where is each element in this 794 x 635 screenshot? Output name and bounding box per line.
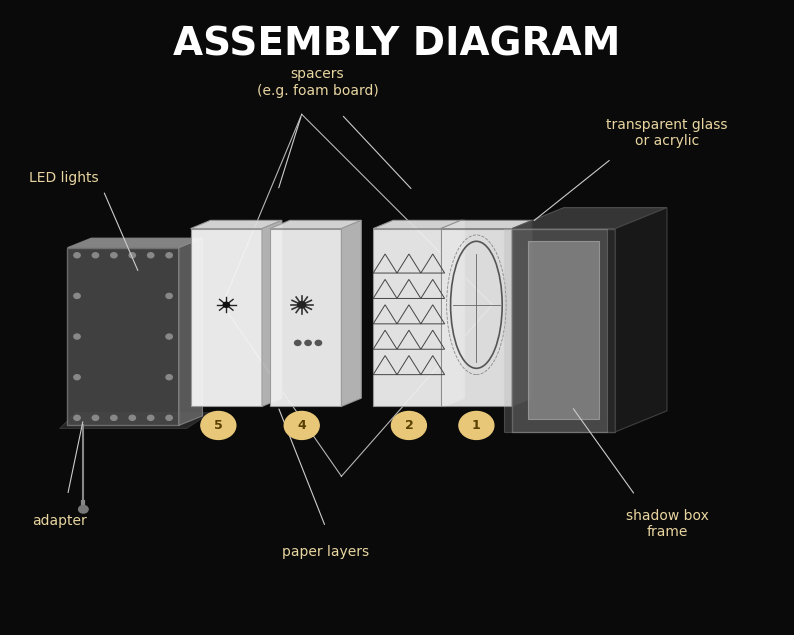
Circle shape [129,415,136,420]
Circle shape [223,302,229,307]
Circle shape [305,340,311,345]
Text: spacers
(e.g. foam board): spacers (e.g. foam board) [256,67,379,98]
Circle shape [92,415,98,420]
Text: ASSEMBLY DIAGRAM: ASSEMBLY DIAGRAM [173,25,621,64]
Circle shape [148,253,154,258]
Text: 5: 5 [214,419,223,432]
Circle shape [74,253,80,258]
Polygon shape [67,248,179,425]
Polygon shape [191,229,262,406]
Polygon shape [441,220,532,229]
Circle shape [74,415,80,420]
Circle shape [166,375,172,380]
Text: 2: 2 [404,419,414,432]
Text: transparent glass
or acrylic: transparent glass or acrylic [606,118,728,149]
Circle shape [201,411,236,439]
Circle shape [148,415,154,420]
Circle shape [92,253,98,258]
Text: 1: 1 [472,419,481,432]
Polygon shape [262,220,282,406]
Polygon shape [441,229,512,406]
Circle shape [110,253,117,258]
Polygon shape [512,220,532,406]
Polygon shape [341,220,361,406]
Circle shape [166,334,172,339]
Circle shape [74,293,80,298]
Text: paper layers: paper layers [282,545,369,559]
Circle shape [74,375,80,380]
Circle shape [166,293,172,298]
Polygon shape [528,241,599,419]
Text: adapter: adapter [33,514,87,528]
Circle shape [315,340,322,345]
Polygon shape [270,220,361,229]
Circle shape [166,415,172,420]
Polygon shape [512,208,667,229]
Circle shape [79,505,88,513]
Circle shape [295,340,301,345]
Circle shape [391,411,426,439]
Polygon shape [60,413,210,429]
Circle shape [298,302,306,308]
Polygon shape [270,229,341,406]
Polygon shape [512,229,615,432]
Polygon shape [445,220,464,406]
Text: shadow box
frame: shadow box frame [626,509,708,539]
Polygon shape [373,229,445,406]
Circle shape [166,253,172,258]
Polygon shape [504,229,607,432]
Text: LED lights: LED lights [29,171,98,185]
Circle shape [110,415,117,420]
Circle shape [74,334,80,339]
Polygon shape [191,220,282,229]
Circle shape [129,253,136,258]
Polygon shape [67,238,202,248]
Polygon shape [179,238,202,425]
Circle shape [284,411,319,439]
Text: 4: 4 [297,419,306,432]
Circle shape [459,411,494,439]
Polygon shape [373,220,464,229]
Polygon shape [615,208,667,432]
